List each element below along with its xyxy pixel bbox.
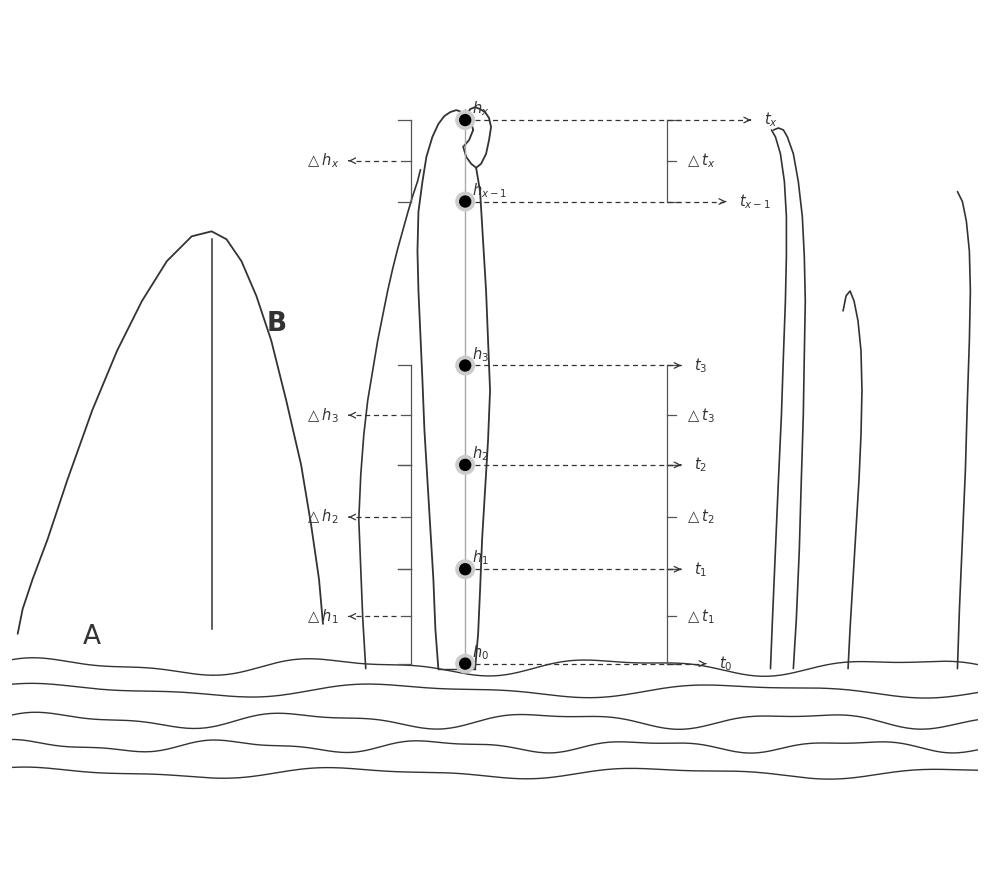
Text: $t_2$: $t_2$ [694,456,707,474]
Circle shape [460,659,471,669]
Circle shape [460,196,471,207]
Circle shape [460,115,471,125]
Text: $t_3$: $t_3$ [694,356,707,375]
Text: $\triangle h_2$: $\triangle h_2$ [305,507,339,526]
Circle shape [460,459,471,470]
Text: $\triangle t_x$: $\triangle t_x$ [685,151,716,170]
Circle shape [456,560,474,579]
Text: A: A [82,624,100,650]
Text: $t_{x-1}$: $t_{x-1}$ [739,192,771,211]
Text: $h_1$: $h_1$ [472,548,489,567]
Circle shape [456,110,474,129]
Circle shape [456,654,474,673]
Text: $h_3$: $h_3$ [472,344,489,363]
Text: $h_0$: $h_0$ [472,643,489,661]
Text: $h_2$: $h_2$ [472,444,489,463]
Text: $\triangle t_3$: $\triangle t_3$ [685,406,715,425]
Text: $\triangle t_2$: $\triangle t_2$ [685,507,715,526]
Text: $h_x$: $h_x$ [472,100,490,118]
Text: $\triangle t_1$: $\triangle t_1$ [685,607,715,626]
Circle shape [456,356,474,375]
Text: B: B [266,311,286,336]
Text: $\triangle h_3$: $\triangle h_3$ [305,406,339,425]
Circle shape [456,192,474,211]
Circle shape [460,563,471,575]
Circle shape [456,456,474,474]
Text: $t_x$: $t_x$ [764,110,777,129]
Text: $\triangle h_x$: $\triangle h_x$ [305,151,339,170]
Circle shape [460,360,471,371]
Text: $t_1$: $t_1$ [694,560,707,579]
Text: $h_{x-1}$: $h_{x-1}$ [472,181,508,199]
Text: $t_0$: $t_0$ [719,654,732,673]
Text: $\triangle h_1$: $\triangle h_1$ [305,607,339,626]
